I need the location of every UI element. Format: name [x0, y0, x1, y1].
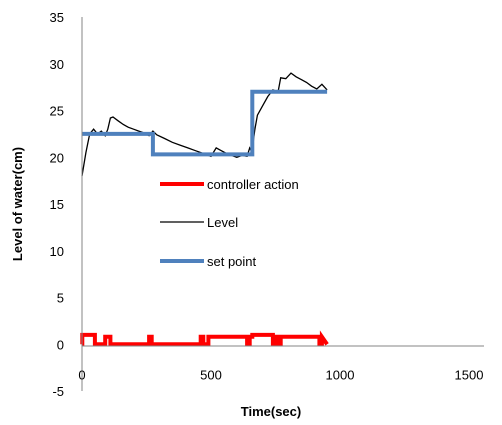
legend-label: Level [207, 215, 238, 230]
x-axis-title: Time(sec) [241, 404, 301, 419]
x-tick-label: 1500 [455, 367, 484, 382]
y-tick-label: 25 [50, 104, 64, 119]
x-tick-label: 1000 [326, 367, 355, 382]
y-axis-title: Level of water(cm) [10, 147, 25, 261]
series-line-controller-action [80, 330, 329, 347]
legend-label: controller action [207, 177, 299, 192]
y-tick-label: 5 [57, 291, 64, 306]
y-tick-label: 15 [50, 197, 64, 212]
x-tick-label: 0 [78, 367, 85, 382]
legend: controller action Level set point [160, 177, 299, 269]
y-tick-label: 20 [50, 150, 64, 165]
series-line-level [81, 72, 328, 177]
legend-label: set point [207, 254, 257, 269]
y-tick-label: 10 [50, 244, 64, 259]
y-tick-label: 30 [50, 57, 64, 72]
x-tick-label: 500 [200, 367, 222, 382]
ticks: -5 0 5 10 15 20 25 30 35 0 500 1000 1500 [50, 10, 484, 399]
series-line-set-point [82, 89, 328, 157]
y-tick-label: 35 [50, 10, 64, 25]
y-tick-label: 0 [57, 337, 64, 352]
y-tick-label: -5 [52, 384, 64, 399]
axes [81, 17, 484, 391]
plot-lines [80, 72, 329, 347]
